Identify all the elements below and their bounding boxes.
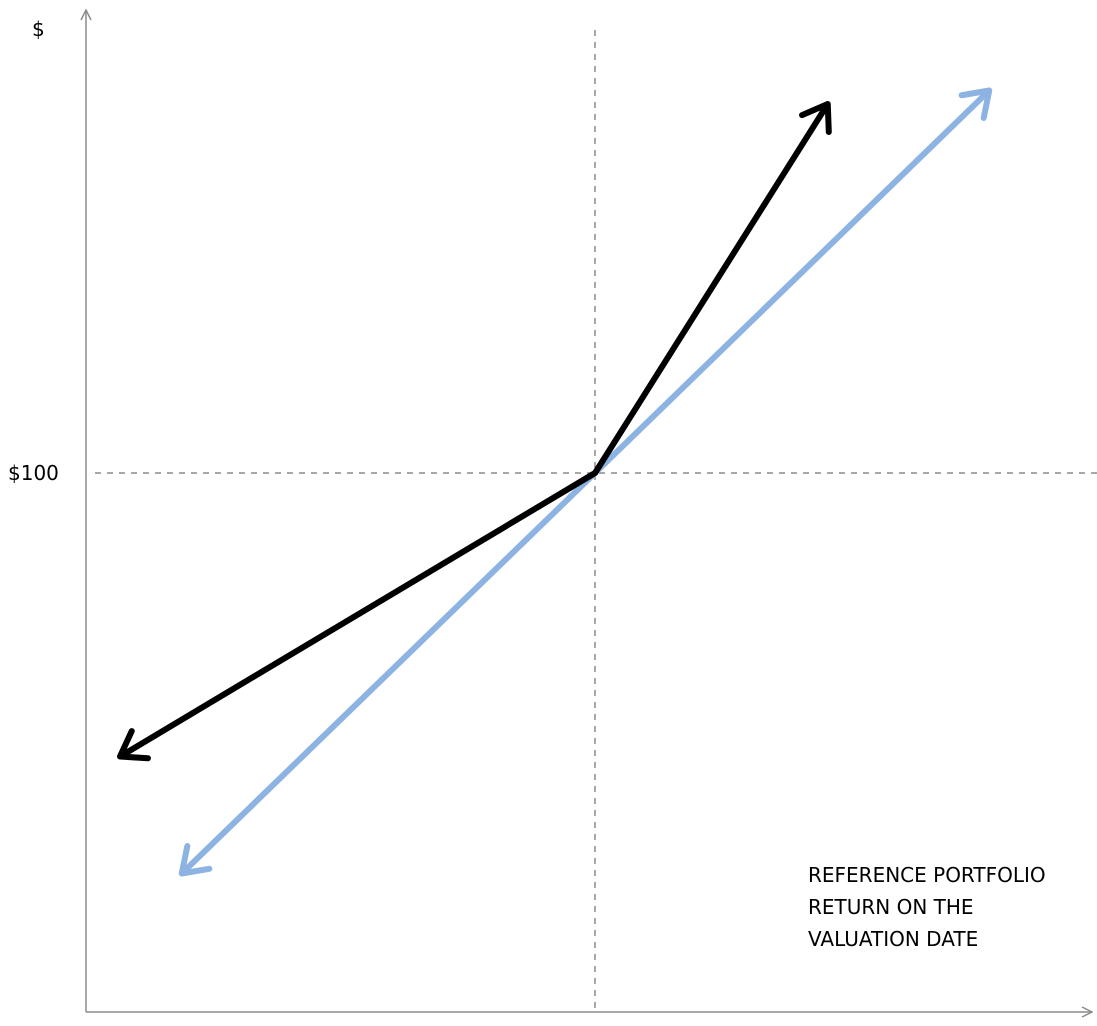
series-2-start-arrowhead	[178, 843, 213, 877]
series-1-start-arrowhead	[117, 728, 151, 762]
series-2-end-arrowhead	[958, 87, 993, 121]
y-tick-label: $100	[8, 461, 59, 485]
annotation-line-1: REFERENCE PORTFOLIO	[808, 863, 1046, 887]
annotation-line-3: VALUATION DATE	[808, 927, 978, 951]
series-1-end-arrowhead	[799, 101, 832, 135]
y-axis-label: $	[32, 17, 45, 41]
series-1-line	[118, 102, 831, 760]
series-layer	[117, 87, 993, 877]
annotation-line-2: RETURN ON THE	[808, 895, 974, 919]
